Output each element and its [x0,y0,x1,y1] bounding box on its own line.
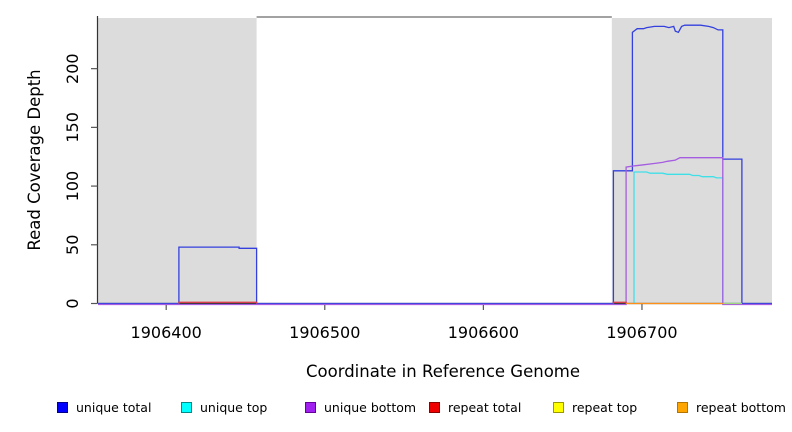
series-line-unique-bottom [98,157,772,306]
legend-label: repeat top [572,399,638,415]
legend-swatch-unique-top [181,401,192,413]
legend-swatch-unique-total [57,401,68,413]
x-axis-title: Coordinate in Reference Genome [306,362,580,381]
legend-swatch-repeat-total [429,401,440,413]
legend-item-unique-bottom: unique bottom [305,398,429,416]
legend-swatch-repeat-bottom [677,401,688,413]
x-tick-label: 1906700 [606,323,677,342]
legend-label: unique top [200,399,268,415]
legend-item-repeat-bottom: repeat bottom [677,398,792,416]
x-tick-label: 1906600 [448,323,519,342]
series-line-unique-total [98,24,772,305]
repeat-region-2 [611,18,772,304]
y-axis-title: Read Coverage Depth [25,69,44,250]
y-tick-label: 50 [63,235,82,255]
legend-item-repeat-total: repeat total [429,398,553,416]
y-tick-label: 200 [63,53,82,84]
legend: unique total unique top unique bottom repea… [57,398,792,416]
legend-item-unique-top: unique top [181,398,305,416]
x-tick-label: 1906400 [131,323,202,342]
repeat-region-1 [98,18,257,304]
legend-label: repeat total [448,399,522,415]
series-line-unique-top [633,171,742,305]
x-tick-label: 1906500 [289,323,360,342]
legend-swatch-repeat-top [553,401,564,413]
legend-label: unique total [76,399,152,415]
legend-label: unique bottom [324,399,417,415]
legend-item-unique-total: unique total [57,398,181,416]
series-line-repeat-total [178,301,258,304]
legend-item-repeat-top: repeat top [553,398,677,416]
legend-swatch-unique-bottom [305,401,316,413]
y-tick-label: 100 [63,171,82,202]
y-tick-label: 150 [63,112,82,143]
legend-label: repeat bottom [696,399,786,415]
y-tick-label: 0 [63,298,82,308]
